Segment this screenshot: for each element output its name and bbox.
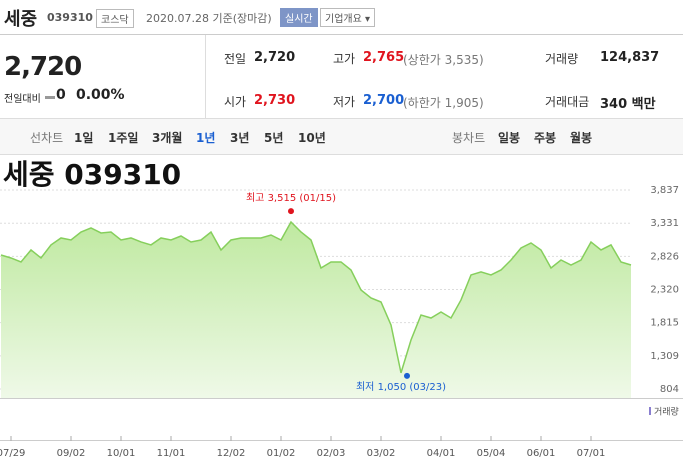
stat-extra: (상한가 3,535) bbox=[403, 53, 484, 67]
y-tick-label: 2,826 bbox=[650, 251, 679, 262]
tab[interactable]: 10년 bbox=[298, 131, 326, 145]
high-label: 최고 3,515 (01/15) bbox=[246, 192, 336, 204]
tab[interactable]: 1일 bbox=[74, 131, 94, 145]
date: 2020.07.28 기준(장마감) bbox=[146, 12, 272, 25]
x-tick-label: 05/04 bbox=[477, 448, 506, 459]
stat-label: 시가 bbox=[224, 95, 247, 109]
realtime-button[interactable]: 실시간 bbox=[280, 8, 318, 27]
x-tick-label: 04/01 bbox=[427, 448, 456, 459]
chart-title: 세중 039310 bbox=[3, 158, 181, 191]
x-tick-label: 01/02 bbox=[267, 448, 296, 459]
market-badge: 코스닥 bbox=[96, 9, 134, 28]
stat-value: 340 백만 bbox=[600, 97, 656, 112]
price-line bbox=[0, 220, 632, 374]
stat-value: 2,765 bbox=[363, 50, 405, 65]
y-tick-label: 804 bbox=[660, 384, 679, 395]
tab[interactable]: 3개월 bbox=[152, 131, 183, 145]
x-tick-label: 07/01 bbox=[577, 448, 606, 459]
stat-label: 거래량 bbox=[545, 52, 579, 66]
tab-bar bbox=[0, 118, 683, 155]
y-tick-label: 3,331 bbox=[650, 218, 679, 229]
x-tick-label: 06/01 bbox=[527, 448, 556, 459]
y-tick-label: 1,309 bbox=[650, 351, 679, 362]
stat-label: 거래대금 bbox=[545, 95, 590, 109]
tab-label: 봉차트 bbox=[452, 131, 486, 145]
tab-label: 선차트 bbox=[30, 131, 64, 145]
tab[interactable]: 일봉 bbox=[498, 131, 521, 145]
stat-value: 124,837 bbox=[600, 50, 660, 65]
x-tick-label: 03/02 bbox=[367, 448, 396, 459]
stock-name: 세중 bbox=[4, 9, 38, 30]
stat-extra: (하한가 1,905) bbox=[403, 96, 484, 110]
stat-label: 고가 bbox=[333, 52, 356, 66]
tab[interactable]: 주봉 bbox=[534, 131, 557, 145]
x-tick-label: 07/29 bbox=[0, 448, 25, 459]
tab[interactable]: 1년 bbox=[196, 131, 216, 145]
change: 0 bbox=[56, 87, 66, 103]
stat-value: 2,720 bbox=[254, 50, 296, 65]
low-marker bbox=[404, 372, 410, 379]
stat-value: 2,730 bbox=[254, 93, 296, 108]
current-price: 2,720 bbox=[4, 52, 82, 82]
x-tick-label: 02/03 bbox=[317, 448, 346, 459]
company-button[interactable]: 기업개요 ▾ bbox=[320, 8, 376, 27]
high-marker bbox=[288, 208, 294, 215]
tab[interactable]: 3년 bbox=[230, 131, 250, 145]
volume-legend-icon bbox=[649, 407, 651, 415]
x-tick-label: 12/02 bbox=[217, 448, 246, 459]
y-tick-label: 1,815 bbox=[650, 318, 679, 329]
volume-legend: 거래량 bbox=[654, 406, 679, 418]
flat-icon bbox=[45, 96, 55, 99]
change-pct: 0.00% bbox=[76, 87, 125, 103]
area bbox=[1, 222, 631, 398]
stat-label: 저가 bbox=[333, 95, 356, 109]
tab[interactable]: 월봉 bbox=[570, 131, 593, 145]
x-tick-label: 11/01 bbox=[157, 448, 186, 459]
x-tick-label: 10/01 bbox=[107, 448, 136, 459]
tab[interactable]: 5년 bbox=[264, 131, 284, 145]
separator bbox=[205, 35, 206, 118]
stat-value: 2,700 bbox=[363, 93, 405, 108]
company-button-text: 기업개요 bbox=[325, 14, 362, 25]
stat-label: 전일 bbox=[224, 52, 247, 66]
divider bbox=[0, 34, 683, 35]
change-label: 전일대비 bbox=[4, 94, 41, 105]
low-label: 최저 1,050 (03/23) bbox=[356, 381, 446, 393]
x-tick-label: 09/02 bbox=[57, 448, 86, 459]
y-tick-label: 3,837 bbox=[650, 185, 679, 196]
y-tick-label: 2,320 bbox=[650, 285, 679, 296]
tab[interactable]: 1주일 bbox=[108, 131, 139, 145]
stock-code: 039310 bbox=[47, 11, 93, 24]
